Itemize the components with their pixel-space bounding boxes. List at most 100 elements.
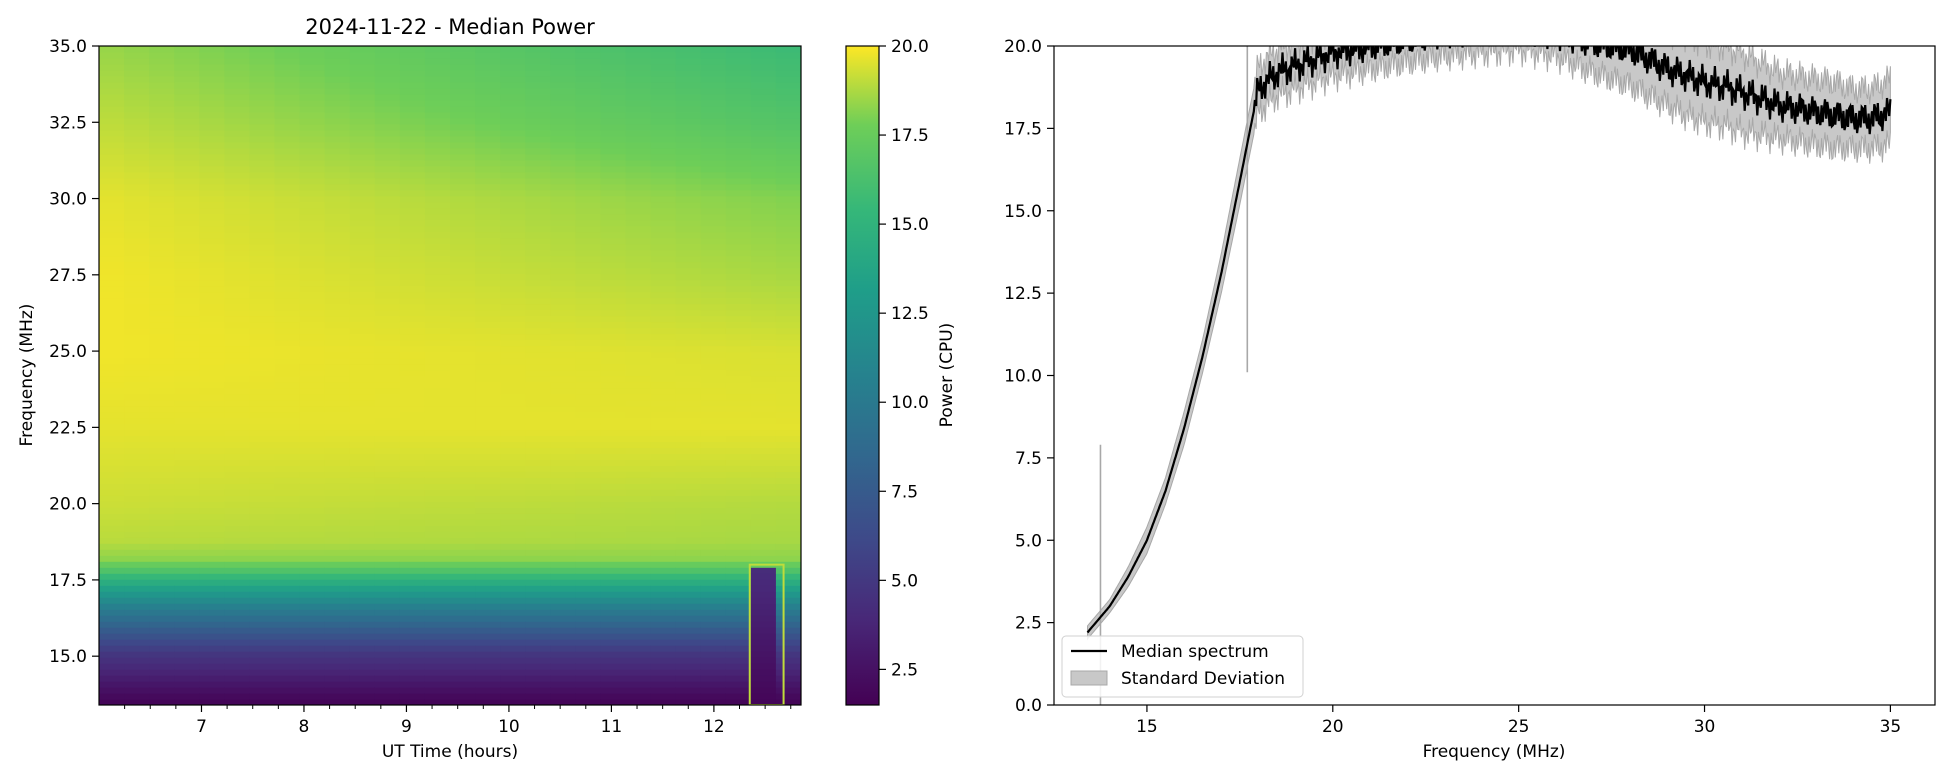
heatmap-cell (700, 105, 727, 113)
heatmap-cell (274, 351, 301, 359)
heatmap-cell (675, 339, 702, 347)
heatmap-cell (700, 57, 727, 65)
heatmap-cell (500, 273, 526, 281)
heatmap-cell (575, 483, 602, 490)
heatmap-cell (750, 699, 777, 705)
heatmap-cell (750, 351, 777, 359)
heatmap-cell (575, 543, 602, 550)
heatmap-cell (475, 489, 501, 496)
heatmap-cell (99, 459, 125, 466)
heatmap-cell (174, 621, 200, 628)
heatmap-cell (424, 579, 451, 586)
heatmap-cell (600, 315, 627, 323)
heatmap-cell (450, 207, 476, 215)
heatmap-cell (775, 567, 801, 574)
heatmap-cell (575, 99, 602, 107)
heatmap-cell (349, 543, 376, 550)
heatmap-cell (600, 489, 627, 496)
heatmap-cell (675, 183, 702, 191)
heatmap-cell (475, 393, 501, 401)
heatmap-cell (99, 663, 125, 670)
heatmap-cell (374, 429, 401, 437)
heatmap-cell (625, 633, 652, 640)
heatmap-cell (600, 351, 627, 359)
heatmap-cell (500, 579, 526, 586)
heatmap-cell (650, 573, 677, 580)
heatmap-cell (775, 459, 801, 466)
heatmap-cell (424, 46, 451, 53)
heatmap-cell (374, 46, 401, 53)
heatmap-cell (324, 627, 351, 634)
heatmap-cell (675, 513, 702, 520)
heatmap-cell (625, 51, 652, 59)
heatmap-cell (224, 399, 251, 407)
heatmap-cell (525, 363, 551, 371)
heatmap-cell (274, 309, 301, 317)
heatmap-cell (274, 153, 301, 161)
heatmap-cell (525, 219, 551, 227)
heatmap-cell (224, 549, 251, 556)
heatmap-cell (224, 69, 251, 77)
heatmap-cell (349, 429, 376, 437)
heatmap-cell (525, 393, 551, 401)
heatmap-cell (174, 81, 200, 89)
heatmap-cell (450, 177, 476, 185)
heatmap-cell (224, 99, 251, 107)
heatmap-cell (424, 195, 451, 203)
heatmap-cell (299, 159, 326, 167)
heatmap-cell (525, 513, 551, 520)
heatmap-cell (249, 567, 276, 574)
heatmap-cell (299, 135, 326, 143)
heatmap-cell (124, 315, 150, 323)
heatmap-cell (149, 219, 175, 227)
heatmap-cell (650, 111, 677, 119)
heatmap-cell (249, 699, 276, 705)
spectrum-x-axis-label: Frequency (MHz) (1423, 742, 1566, 762)
heatmap-cell (750, 177, 777, 185)
heatmap-cell (650, 189, 677, 197)
heatmap-cell (575, 507, 602, 514)
heatmap-cell (625, 441, 652, 448)
heatmap-cell (99, 423, 125, 431)
heatmap-panel: 2024-11-22 - Median Power 7 8 9 10 11 12 15.0… (17, 15, 802, 762)
heatmap-cell (249, 495, 276, 502)
heatmap-cell (199, 663, 225, 670)
heatmap-cell (174, 429, 200, 437)
heatmap-cell (99, 291, 125, 299)
heatmap-cell (625, 171, 652, 179)
heatmap-cell (124, 111, 150, 119)
heatmap-cell (424, 141, 451, 149)
heatmap-cell (374, 381, 401, 389)
heatmap-cell (174, 213, 200, 221)
heatmap-cell (299, 93, 326, 101)
heatmap-cell (199, 255, 225, 263)
heatmap-cell (550, 339, 576, 347)
heatmap-cell (500, 369, 526, 377)
heatmap-cell (650, 375, 677, 383)
heatmap-cell (550, 441, 576, 448)
heatmap-cell (374, 543, 401, 550)
heatmap-cell (575, 87, 602, 95)
heatmap-cell (725, 315, 752, 323)
heatmap-cell (450, 423, 476, 431)
heatmap-cell (399, 489, 426, 496)
heatmap-cell (374, 675, 401, 682)
heatmap-cell (575, 189, 602, 197)
heatmap-cell (600, 46, 627, 53)
heatmap-cell (700, 663, 727, 670)
heatmap-cell (324, 63, 351, 71)
heatmap-cell (775, 297, 801, 305)
heatmap-cell (224, 303, 251, 311)
heatmap-cell (550, 573, 576, 580)
heatmap-cell (349, 93, 376, 101)
heatmap-cell (224, 279, 251, 287)
heatmap-cell (199, 561, 225, 568)
heatmap-cell (725, 699, 752, 705)
heatmap-cell (224, 675, 251, 682)
heatmap-cell (99, 585, 125, 592)
heatmap-cell (274, 603, 301, 610)
heatmap-cell (124, 453, 150, 460)
heatmap-cell (650, 531, 677, 538)
heatmap-cell (124, 645, 150, 652)
heatmap-cell (525, 99, 551, 107)
